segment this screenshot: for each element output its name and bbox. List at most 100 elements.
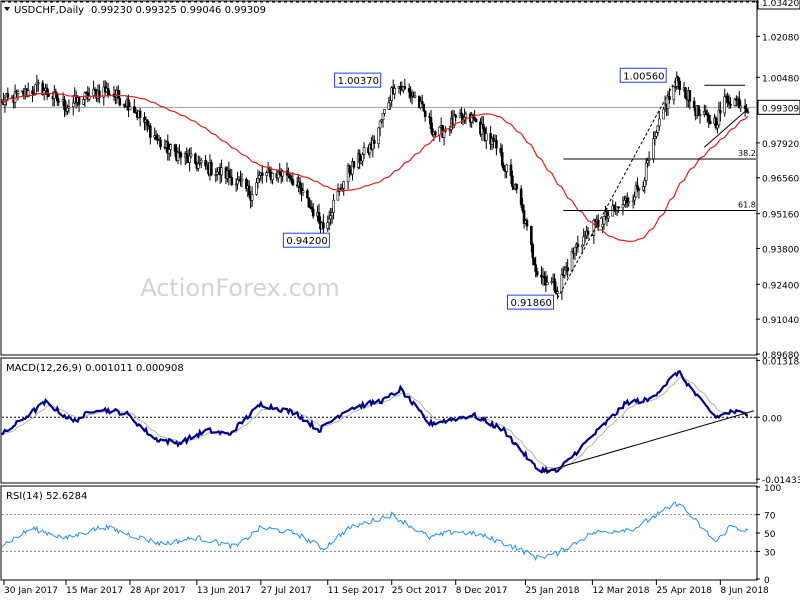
candle-body [383,109,386,114]
candle-body [495,140,498,149]
date-tick-label: 30 Jan 2017 [4,586,58,596]
candle-body [407,88,411,93]
candle-body [546,281,549,286]
candle-body [381,112,385,121]
candle-body [627,201,631,204]
candle-body [342,181,346,189]
price-annotation-box [334,72,382,88]
macd-trendline [541,410,755,473]
candle-body [500,152,504,166]
candle-body [194,153,197,164]
candle-body [668,96,671,101]
price-axis: 1.03420 1.02080 1.00480 0.97920 0.96560 0.951… [756,0,800,361]
moving-average-line [1,92,749,242]
candle-body [419,101,423,108]
candle-body [643,179,647,187]
candle-body [646,160,649,164]
rsi-line [1,501,749,561]
candle-body [173,144,177,152]
price-tick-label: 0.97920 [762,140,799,150]
candle-body [250,193,254,201]
candle-body [16,91,20,94]
candle-body [311,208,315,217]
candle-body [511,175,514,187]
candle-body [723,96,727,114]
candle-body [684,87,687,99]
candle-body [154,135,158,140]
price-annotation-box [619,67,667,83]
candle-body [531,244,535,259]
candle-body [576,243,580,248]
candle-body [146,119,149,126]
candle-body [169,144,172,150]
date-tick-label: 12 Mar 2018 [592,586,649,596]
candle-body [67,106,71,109]
candle-body [570,250,574,272]
candle-body [633,196,636,201]
candle-body [644,162,648,181]
candle-body [185,153,188,157]
candle-body [361,154,364,162]
candle-body [403,86,407,89]
candle-body [336,191,340,201]
price-annotation-box [282,232,330,248]
symbol-label: USDCHF,Daily [14,5,84,16]
candle-body [278,171,282,175]
candle-body [582,236,585,246]
candle-body [71,102,75,108]
candle-body [556,291,559,294]
candle-body [566,267,569,272]
candle-body [261,172,264,176]
candle-body [179,152,183,158]
price-annotation-label: 0.94200 [286,236,327,247]
candle-body [592,220,596,236]
candle-body [586,230,590,235]
candle-body [138,110,142,118]
candle-body [298,181,302,189]
candle-body [271,173,274,181]
candle-body [220,167,223,176]
candle-body [521,204,524,211]
candle-body [612,205,616,210]
candle-body [474,118,478,123]
candle-body [676,77,680,82]
rsi-tick-label: 70 [764,512,776,522]
candle-body [118,98,122,106]
rsi-axis: 100 70 50 30 0 [756,484,781,586]
candle-body [621,204,625,209]
candle-body [420,101,424,105]
candle-body [662,108,665,120]
candle-body [708,120,712,125]
candle-body [719,109,722,114]
macd-panel-frame [0,357,758,484]
dropdown-triangle-icon[interactable] [4,7,10,11]
fib-level-label: 61.8 [738,201,756,210]
price-tick-label: 0.92400 [762,281,799,291]
candle-body [532,257,536,266]
date-tick-label: 25 Apr 2018 [656,586,712,596]
candle-body [133,106,136,113]
candle-body [429,117,433,130]
candle-body [739,105,743,109]
candle-body [6,93,10,98]
candle-body [310,206,314,210]
rsi-tick-label: 30 [764,548,776,558]
price-tick-label: 1.02080 [762,33,799,43]
candle-body [167,149,171,154]
candle-body [210,162,213,176]
date-axis: 30 Jan 2017 15 Mar 2017 28 Apr 2017 13 Jun … [3,580,769,596]
price-tick-label: 0.89680 [762,351,799,361]
date-tick-label: 28 Apr 2017 [130,586,186,596]
candle-body [652,138,655,160]
candle-body [573,246,577,254]
candle-body [464,113,468,118]
macd-overlays [541,410,755,473]
candle-body [240,178,244,182]
macd-line [1,369,749,475]
date-tick-label: 25 Oct 2017 [392,586,448,596]
candle-body [37,82,40,85]
candle-body [215,171,219,175]
rsi-panel-frame [0,485,758,581]
